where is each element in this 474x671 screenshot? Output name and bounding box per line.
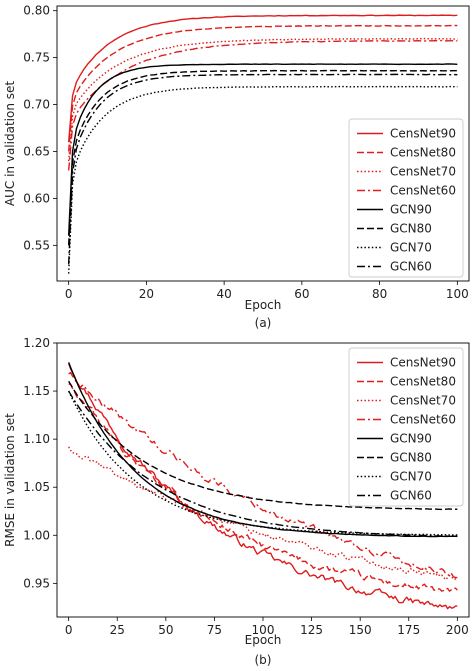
x-tick-label: 100 — [252, 623, 275, 637]
legend-entry-censnet90: CensNet90 — [390, 127, 456, 141]
legend-entry-gcn80: GCN80 — [390, 451, 432, 465]
y-tick-label: 0.65 — [23, 144, 50, 158]
series-group — [68, 362, 458, 610]
y-tick-label: 1.10 — [23, 432, 50, 446]
series-line-censnet90 — [68, 363, 458, 610]
legend-entry-censnet90: CensNet90 — [390, 356, 456, 370]
series-line-gcn80 — [67, 69, 458, 246]
series-group — [67, 14, 458, 274]
x-tick-label: 75 — [207, 623, 222, 637]
legend: CensNet90 CensNet80 CensNet70 CensNet60 GCN9… — [348, 347, 464, 507]
legend-entry-gcn60: GCN60 — [390, 260, 432, 274]
legend-box — [348, 118, 464, 278]
legend-entry-censnet80: CensNet80 — [390, 375, 456, 389]
legend-entry-gcn90: GCN90 — [390, 432, 432, 446]
legend-entry-gcn90: GCN90 — [390, 203, 432, 217]
series-line-censnet60 — [67, 39, 458, 171]
y-tick-label: 0.55 — [23, 238, 50, 252]
x-axis-label: Epoch — [245, 298, 282, 312]
x-tick-label: 60 — [294, 287, 309, 301]
plot-frame — [56, 5, 470, 282]
chart-panel-b: 0 25 50 75 100 125 150 175 200 0.95 1.00 1.05 1.10 1.… — [3, 336, 470, 667]
x-tick-label: 175 — [397, 623, 420, 637]
legend-entry-censnet70: CensNet70 — [390, 394, 456, 408]
y-tick-label: 1.05 — [23, 480, 50, 494]
x-tick-label: 25 — [110, 623, 125, 637]
legend-entry-gcn80: GCN80 — [390, 222, 432, 236]
y-tick-label: 0.80 — [23, 4, 50, 18]
legend-entry-censnet80: CensNet80 — [390, 146, 456, 160]
legend-entry-gcn70: GCN70 — [390, 470, 432, 484]
series-line-gcn60 — [67, 73, 458, 265]
legend-box — [348, 347, 464, 507]
legend-entry-censnet60: CensNet60 — [390, 413, 456, 427]
y-tick-label: 0.95 — [23, 576, 50, 590]
series-line-censnet70 — [68, 446, 458, 581]
series-line-gcn90 — [67, 63, 458, 236]
y-tick-label: 1.00 — [23, 528, 50, 542]
x-tick-label: 150 — [349, 623, 372, 637]
series-line-gcn70 — [67, 85, 458, 274]
y-tick-label: 1.20 — [23, 336, 50, 350]
x-tick-label: 0 — [65, 287, 73, 301]
series-line-censnet80 — [68, 383, 458, 592]
x-tick-label: 200 — [446, 623, 469, 637]
series-line-censnet90 — [67, 14, 458, 143]
legend-entry-censnet70: CensNet70 — [390, 165, 456, 179]
x-tick-label: 50 — [158, 623, 173, 637]
y-tick-label: 0.75 — [23, 51, 50, 65]
legend: CensNet90 CensNet80 CensNet70 CensNet60 GCN9… — [348, 118, 464, 278]
series-line-censnet80 — [67, 24, 458, 152]
panel-caption: (a) — [255, 316, 272, 330]
legend-entry-gcn70: GCN70 — [390, 241, 432, 255]
series-line-gcn60 — [68, 390, 458, 538]
x-tick-label: 100 — [446, 287, 469, 301]
y-tick-label: 1.15 — [23, 384, 50, 398]
x-tick-label: 80 — [372, 287, 387, 301]
y-tick-label: 0.60 — [23, 191, 50, 205]
x-tick-label: 0 — [65, 623, 73, 637]
y-tick-label: 0.70 — [23, 98, 50, 112]
panel-caption: (b) — [255, 653, 272, 667]
x-tick-label: 125 — [300, 623, 323, 637]
legend-entry-gcn60: GCN60 — [390, 489, 432, 503]
series-line-gcn90 — [68, 362, 458, 538]
chart-panel-a: 0 20 40 60 80 100 0.55 0.60 0.65 0.70 0.75 0.80 Epoc… — [3, 4, 470, 330]
x-tick-label: 20 — [139, 287, 154, 301]
legend-entry-censnet60: CensNet60 — [390, 184, 456, 198]
y-axis-label: AUC in validation set — [3, 81, 17, 206]
x-tick-label: 40 — [216, 287, 231, 301]
series-line-censnet60 — [68, 371, 458, 579]
x-axis-label: Epoch — [245, 633, 282, 647]
y-axis-label: RMSE in validation set — [3, 413, 17, 547]
